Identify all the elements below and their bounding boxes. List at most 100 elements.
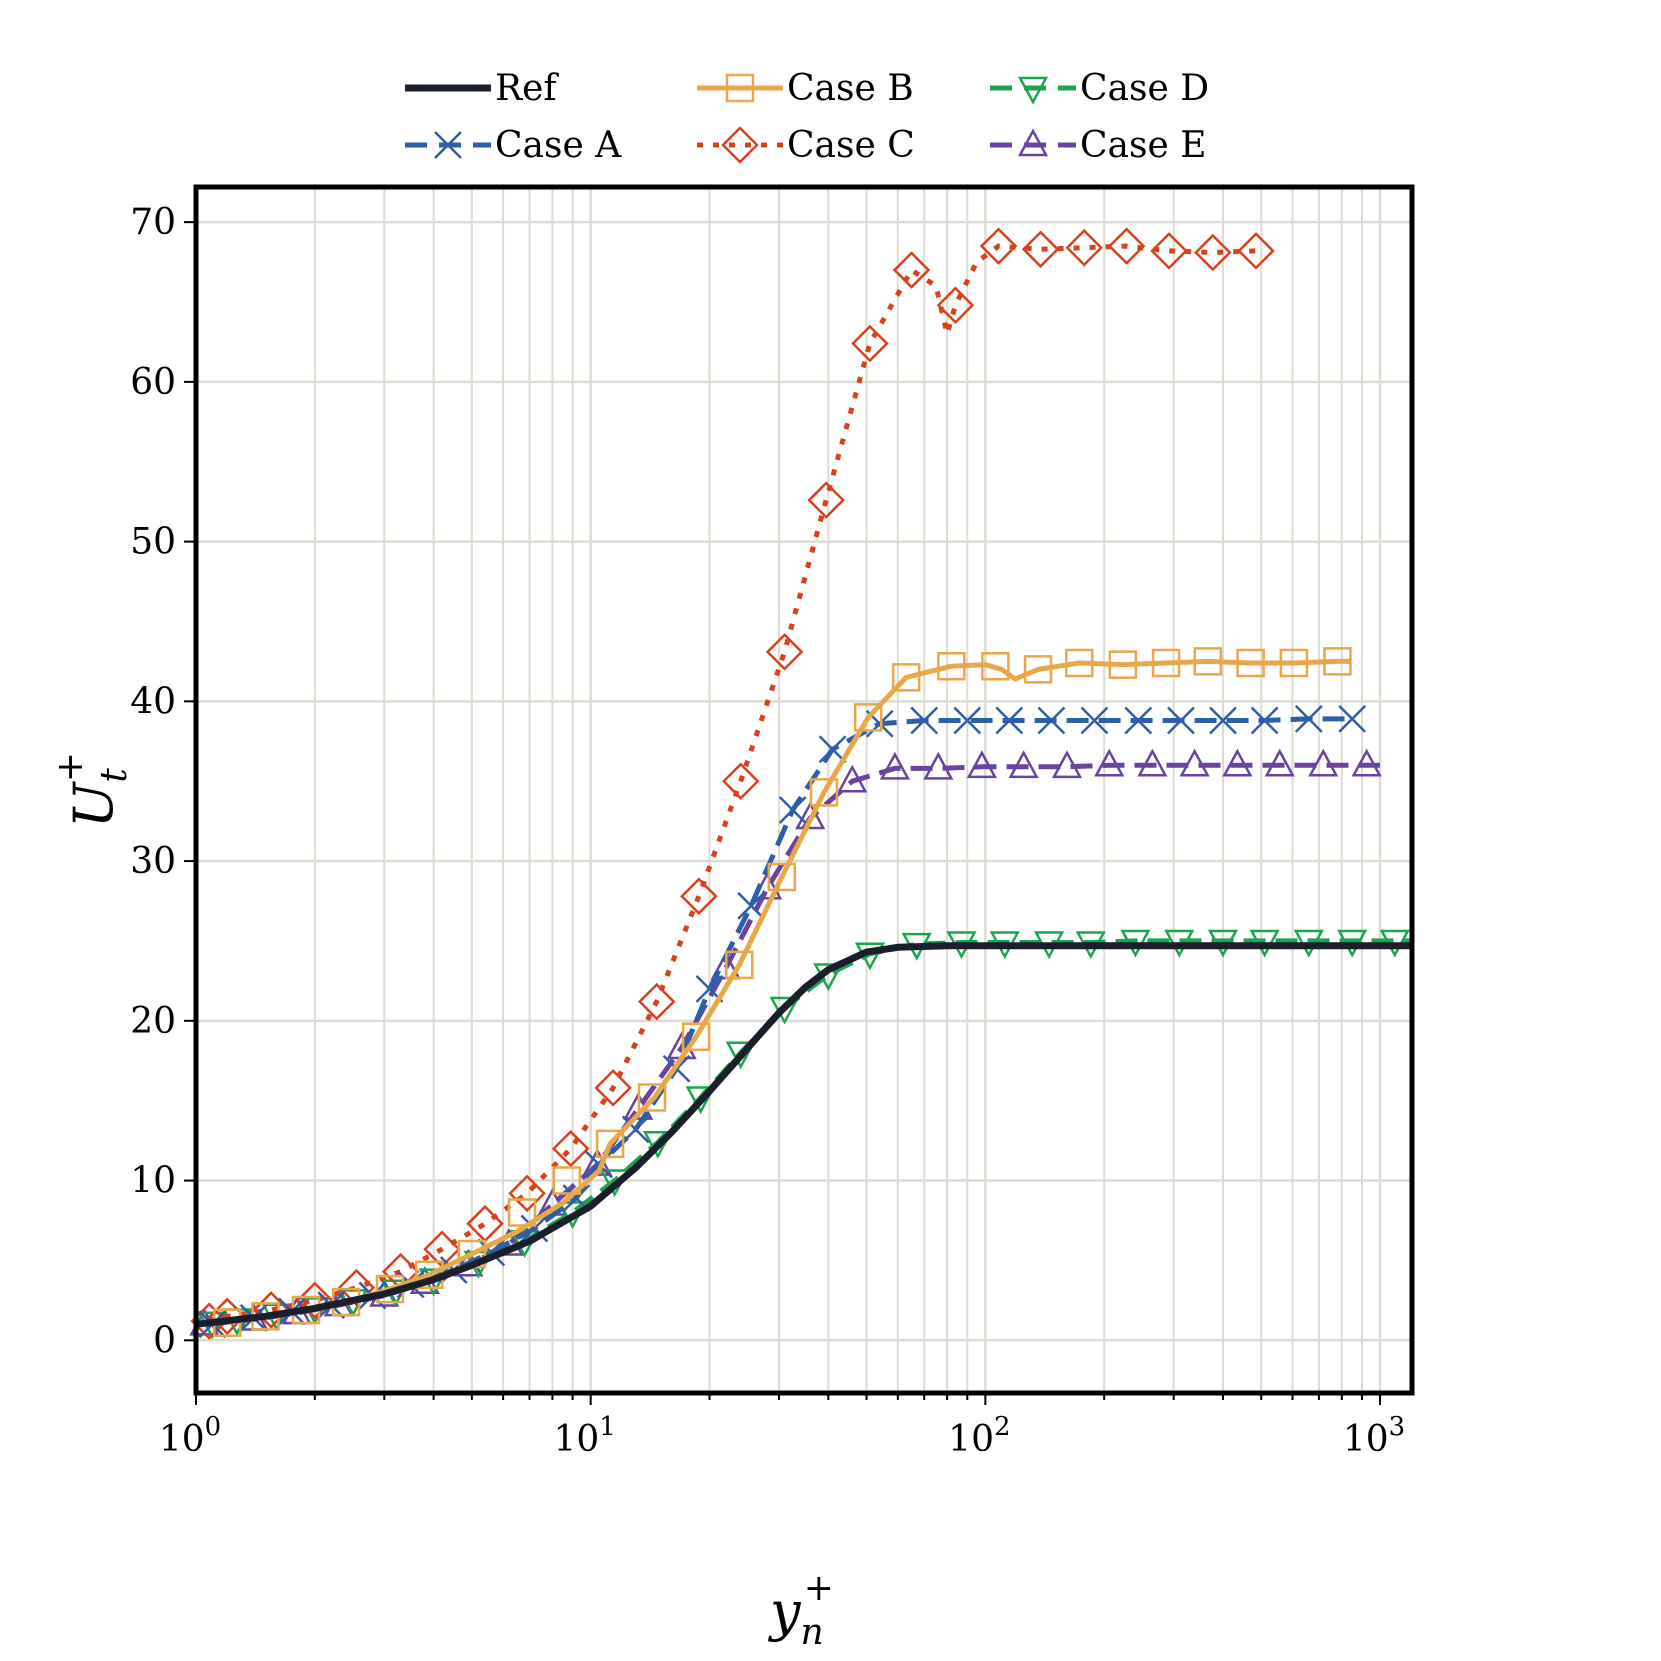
- series-line-case-b: [226, 658, 1350, 1326]
- x-tick-label: 101: [553, 1412, 615, 1460]
- data-point-case-b: [213, 1308, 242, 1337]
- data-point-case-b: [681, 1022, 711, 1052]
- series-line-case-d: [211, 938, 1412, 1326]
- data-point-case-c: [551, 1129, 590, 1168]
- data-point-case-e: [1094, 748, 1125, 777]
- data-point-case-a: [1124, 706, 1153, 735]
- data-point-case-a: [1167, 706, 1195, 735]
- data-point-case-b: [637, 1083, 667, 1112]
- data-point-case-a: [953, 706, 982, 735]
- data-point-case-e: [1137, 748, 1168, 777]
- data-point-case-c: [892, 251, 931, 289]
- data-point-case-a: [910, 706, 939, 735]
- y-tick-label: 40: [130, 681, 176, 722]
- series-case-b: [213, 647, 1352, 1337]
- ticks: 100 101 102 103 0 10 20 30 40 50 60 70: [130, 202, 1405, 1460]
- legend: Ref Case A Case B Case C Case D Case E: [405, 68, 1209, 166]
- data-point-case-b: [1108, 650, 1138, 679]
- data-point-case-a: [1338, 705, 1367, 733]
- y-tick-label: 50: [130, 522, 176, 563]
- data-point-case-a: [1080, 706, 1109, 735]
- legend-label-case-e: Case E: [1080, 125, 1207, 166]
- data-point-case-a-stroke: [778, 796, 807, 824]
- data-point-case-c: [466, 1204, 504, 1243]
- data-point-case-c: [1107, 227, 1146, 265]
- data-point-case-b: [1023, 655, 1053, 684]
- legend-marker-case-e: [1017, 128, 1049, 157]
- series-line-case-a: [211, 716, 1353, 1327]
- data-point-case-b: [1065, 648, 1094, 678]
- data-point-case-e: [1351, 748, 1382, 777]
- data-point-case-c: [851, 324, 889, 363]
- data-point-case-c: [1065, 228, 1103, 267]
- data-point-case-a-stroke: [1124, 706, 1153, 735]
- data-point-case-e: [879, 751, 911, 780]
- data-point-case-e: [1179, 748, 1210, 777]
- legend-label-case-c: Case C: [787, 125, 915, 166]
- series-ref: [195, 942, 1412, 1328]
- series-line-case-e: [204, 762, 1380, 1327]
- data-point-case-c: [508, 1174, 546, 1213]
- grid: [194, 187, 1412, 1393]
- data-point-case-c: [1194, 233, 1232, 272]
- data-point-case-b: [725, 950, 754, 980]
- data-point-case-e: [1264, 748, 1295, 777]
- y-tick-label: 20: [130, 1001, 176, 1042]
- data-point-case-a-stroke: [1294, 705, 1323, 733]
- data-point-case-a-stroke: [1250, 706, 1279, 735]
- data-point-case-e: [966, 750, 997, 779]
- data-point-case-b: [1151, 648, 1181, 678]
- data-point-case-a-stroke: [953, 706, 982, 735]
- y-tick-label: 0: [153, 1320, 176, 1361]
- data-point-case-a: [737, 891, 766, 920]
- data-point-case-a: [1250, 706, 1279, 735]
- data-point-case-b: [415, 1260, 444, 1290]
- legend-item-case-e: Case E: [990, 125, 1207, 166]
- data-point-case-a-stroke: [1080, 706, 1109, 735]
- legend-item-case-c: Case C: [697, 125, 915, 166]
- data-point-case-b: [854, 703, 883, 732]
- data-point-case-e: [795, 801, 826, 830]
- data-point-case-a-stroke: [1037, 706, 1066, 735]
- x-tick-label: 100: [159, 1412, 221, 1460]
- data-point-case-c: [936, 286, 975, 324]
- data-point-case-e: [1008, 750, 1039, 779]
- data-point-case-c: [680, 877, 718, 915]
- y-tick-label: 60: [130, 362, 176, 403]
- data-point-case-b: [891, 663, 921, 692]
- data-point-case-c: [296, 1281, 334, 1320]
- data-point-case-a-stroke: [737, 891, 766, 920]
- series-line-case-c: [208, 243, 1257, 1324]
- series-line-ref: [195, 942, 1412, 1328]
- legend-marker-case-c: [721, 126, 759, 164]
- legend-label-case-b: Case B: [787, 68, 914, 109]
- data-point-case-d: [725, 1041, 756, 1070]
- data-point-case-b: [595, 1129, 625, 1159]
- data-point-case-a-stroke: [818, 735, 847, 764]
- data-point-case-c: [1150, 232, 1188, 270]
- data-point-case-c: [1021, 230, 1060, 269]
- data-point-case-e: [837, 764, 868, 793]
- data-point-case-b: [1236, 648, 1265, 678]
- data-point-case-b: [1279, 648, 1309, 678]
- legend-marker-case-b: [725, 73, 755, 103]
- axes-frame: [193, 184, 1415, 1396]
- data-point-case-a: [621, 1115, 650, 1144]
- data-point-case-a: [1209, 706, 1237, 735]
- data-point-case-a-stroke: [1338, 705, 1367, 733]
- data-point-case-e: [1222, 748, 1253, 777]
- data-point-case-c: [979, 227, 1018, 265]
- data-point-case-b: [552, 1166, 582, 1195]
- legend-label-case-a: Case A: [495, 125, 622, 166]
- data-point-case-e: [1308, 748, 1339, 777]
- data-point-case-b: [809, 778, 839, 807]
- data-point-case-c: [337, 1268, 376, 1307]
- data-point-case-a-stroke: [995, 706, 1024, 735]
- x-tick-label: 102: [948, 1412, 1010, 1460]
- y-tick-label: 30: [130, 841, 176, 882]
- legend-item-case-a: Case A: [405, 125, 622, 166]
- x-tick-label: 103: [1343, 1412, 1405, 1460]
- y-tick-label: 10: [130, 1161, 176, 1202]
- y-axis-label: Ut+: [50, 752, 135, 828]
